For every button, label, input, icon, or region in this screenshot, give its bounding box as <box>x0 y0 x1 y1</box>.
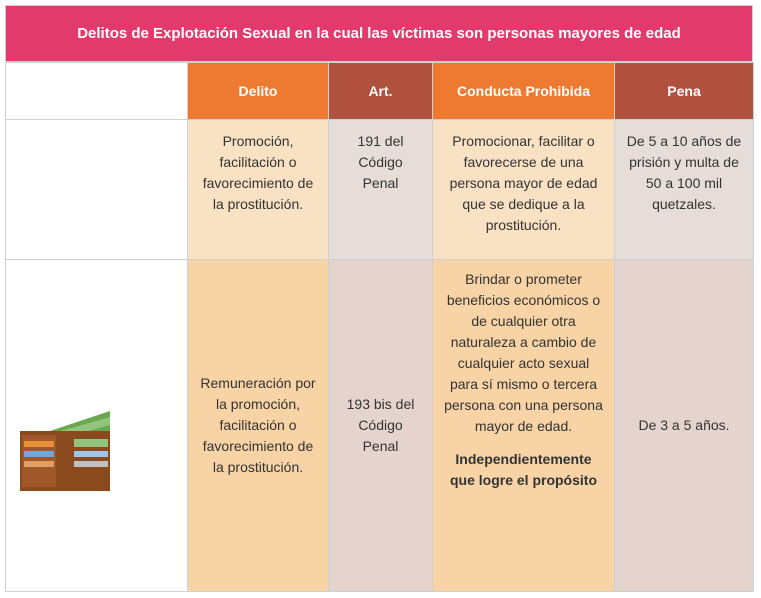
header-cell: Pena <box>614 62 754 120</box>
image-cell <box>5 259 188 592</box>
header-cell: Delito <box>187 62 329 120</box>
header-cell <box>5 62 188 120</box>
header-cell: Art. <box>328 62 433 120</box>
cell: Remuneración por la promoción, facilitac… <box>187 259 329 592</box>
header-cell: Conducta Prohibida <box>432 62 615 120</box>
cell: 191 del Código Penal <box>328 119 433 260</box>
cell: Promoción, facilitación o favorecimiento… <box>187 119 329 260</box>
row: Promoción, facilitación o favorecimiento… <box>5 119 754 260</box>
header-row: Delito Art. Conducta Prohibida Pena <box>5 62 754 120</box>
table-title: Delitos de Explotación Sexual en la cual… <box>5 5 753 62</box>
cell: 193 bis del Código Penal <box>328 259 433 592</box>
cell-text: Brindar o prometer beneficios económicos… <box>444 271 603 434</box>
table: Delito Art. Conducta Prohibida Pena Prom… <box>5 62 754 592</box>
row: Remuneración por la promoción, facilitac… <box>5 259 754 592</box>
table-card: Delitos de Explotación Sexual en la cual… <box>5 5 754 592</box>
wallet-icon <box>20 410 110 491</box>
cell: De 3 a 5 años. <box>614 259 754 592</box>
image-cell <box>5 119 188 260</box>
cell: Brindar o prometer beneficios económicos… <box>432 259 615 592</box>
cell-note: Independientemente que logre el propósit… <box>449 451 597 488</box>
cell: Promocionar, facilitar o favorecerse de … <box>432 119 615 260</box>
cell: De 5 a 10 años de prisión y multa de 50 … <box>614 119 754 260</box>
